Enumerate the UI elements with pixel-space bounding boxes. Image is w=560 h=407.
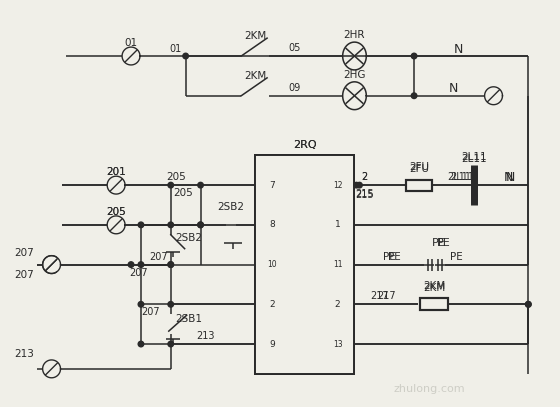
Text: 217: 217 (377, 291, 395, 301)
Text: 13: 13 (333, 339, 342, 348)
Text: 215: 215 (355, 189, 374, 199)
Circle shape (411, 93, 417, 98)
Text: 8: 8 (269, 220, 275, 230)
Text: N: N (449, 82, 459, 95)
Text: 207: 207 (14, 269, 34, 280)
Text: 2KM: 2KM (423, 281, 445, 291)
Text: 2FU: 2FU (409, 164, 429, 174)
Circle shape (168, 262, 174, 267)
Text: 9: 9 (269, 339, 275, 348)
Circle shape (354, 182, 360, 188)
Text: 201: 201 (106, 167, 126, 177)
Text: 2SB2: 2SB2 (217, 202, 244, 212)
Text: 2: 2 (269, 300, 275, 309)
Text: 213: 213 (14, 349, 34, 359)
Text: 205: 205 (166, 172, 185, 182)
Bar (255, 155, 354, 374)
Text: 01: 01 (124, 38, 138, 48)
Text: 2KM: 2KM (244, 31, 267, 41)
Circle shape (357, 182, 362, 188)
Text: PE: PE (437, 238, 451, 248)
Text: 13: 13 (333, 339, 342, 348)
Text: 2FU: 2FU (409, 162, 429, 172)
Text: 11: 11 (333, 260, 342, 269)
Text: zhulong.com: zhulong.com (393, 384, 465, 394)
Text: PE: PE (388, 252, 400, 262)
Text: 2L11: 2L11 (461, 154, 487, 164)
Circle shape (183, 53, 188, 59)
Text: PE: PE (450, 252, 463, 262)
Bar (57, 140, 474, 379)
Text: 05: 05 (289, 43, 301, 53)
Text: 2: 2 (335, 300, 340, 309)
Text: 2: 2 (335, 300, 340, 309)
Circle shape (198, 222, 203, 228)
Circle shape (198, 182, 203, 188)
Circle shape (168, 341, 174, 347)
Text: 12: 12 (333, 181, 342, 190)
Circle shape (168, 182, 174, 188)
Text: PE: PE (432, 238, 446, 248)
Text: 215: 215 (355, 190, 374, 200)
Bar (420, 298, 448, 310)
Circle shape (198, 222, 203, 228)
Circle shape (168, 222, 174, 228)
Circle shape (525, 302, 531, 307)
Text: 2: 2 (361, 172, 367, 182)
Text: 217: 217 (370, 291, 389, 301)
Text: 2SB2: 2SB2 (175, 233, 202, 243)
Text: 207: 207 (142, 307, 160, 317)
Text: N: N (454, 43, 464, 56)
Circle shape (138, 262, 144, 267)
Text: PE: PE (383, 252, 395, 262)
Circle shape (138, 222, 144, 228)
Text: 09: 09 (289, 83, 301, 93)
Text: 2RQ: 2RQ (293, 140, 316, 151)
Text: 207: 207 (14, 248, 34, 258)
Text: 12: 12 (333, 181, 342, 190)
Text: 207: 207 (150, 252, 168, 262)
Bar (406, 179, 432, 190)
Circle shape (525, 302, 531, 307)
Text: 7: 7 (269, 181, 275, 190)
Text: 10: 10 (267, 260, 277, 269)
Text: N: N (506, 171, 515, 184)
Text: 9: 9 (269, 339, 275, 348)
Text: 207: 207 (130, 267, 148, 278)
Bar (420, 298, 448, 310)
Circle shape (138, 341, 144, 347)
Circle shape (168, 302, 174, 307)
Text: 11: 11 (333, 260, 342, 269)
Bar (255, 155, 354, 374)
Circle shape (168, 262, 174, 267)
Text: 205: 205 (173, 188, 193, 198)
Text: 2L11: 2L11 (461, 152, 487, 162)
Text: 1: 1 (335, 220, 340, 230)
Text: 205: 205 (106, 207, 126, 217)
Circle shape (138, 302, 144, 307)
Text: 2L11: 2L11 (447, 172, 471, 182)
Text: N: N (504, 171, 513, 184)
Text: 8: 8 (269, 220, 275, 230)
Text: 2HR: 2HR (344, 30, 365, 40)
Text: 10: 10 (267, 260, 277, 269)
Text: 205: 205 (106, 207, 126, 217)
Text: 2L11: 2L11 (450, 172, 474, 182)
Text: 01: 01 (170, 44, 182, 54)
Text: 2: 2 (361, 172, 367, 182)
Text: 213: 213 (196, 331, 215, 341)
Text: 7: 7 (269, 181, 275, 190)
Text: 2HG: 2HG (343, 70, 366, 80)
Text: 1: 1 (335, 220, 340, 230)
Text: 2SB1: 2SB1 (175, 314, 202, 324)
Text: 2: 2 (269, 300, 275, 309)
Text: 201: 201 (106, 167, 126, 177)
Bar (406, 179, 432, 190)
Circle shape (411, 53, 417, 59)
Circle shape (128, 262, 134, 267)
Text: 2RQ: 2RQ (293, 140, 316, 151)
Text: 2KM: 2KM (423, 283, 445, 293)
Text: 2KM: 2KM (244, 71, 267, 81)
